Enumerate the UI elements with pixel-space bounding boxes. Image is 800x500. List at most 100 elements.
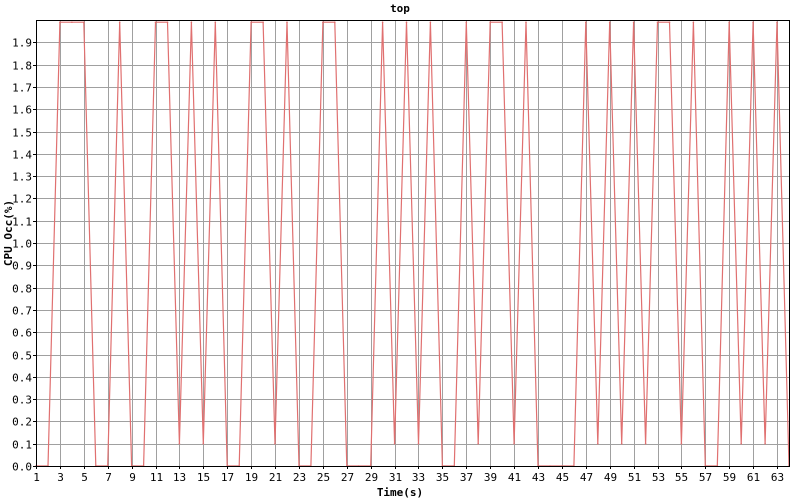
- x-tick-label: 27: [341, 471, 354, 484]
- x-tick-label: 57: [699, 471, 712, 484]
- data-point: [286, 21, 288, 24]
- data-point: [154, 21, 157, 24]
- data-point: [776, 21, 778, 24]
- x-tick-label: 11: [150, 471, 163, 484]
- grid-layer: [36, 20, 789, 466]
- data-point: [692, 21, 695, 24]
- x-tick-label: 35: [436, 471, 449, 484]
- data-point: [71, 21, 73, 24]
- y-axis: 0.0 0.1 0.2 0.3 0.4 0.5 0.6 0.7 0.8 0.9 1.0 1.1 1.2 1…: [12, 37, 36, 474]
- data-point: [740, 442, 742, 445]
- y-tick-label: 1.0: [12, 238, 32, 251]
- data-point: [262, 21, 264, 24]
- x-tick-label: 33: [412, 471, 425, 484]
- data-point: [597, 442, 599, 445]
- data-point: [274, 442, 276, 445]
- data-point: [322, 21, 324, 24]
- data-point: [680, 442, 683, 445]
- y-tick-label: 1.3: [12, 171, 32, 184]
- x-tick-label: 25: [317, 471, 330, 484]
- x-tick-label: 15: [197, 471, 210, 484]
- data-point: [489, 21, 492, 24]
- y-tick-label: 1.5: [12, 127, 32, 140]
- x-tick-label: 37: [460, 471, 473, 484]
- data-point: [202, 442, 205, 445]
- x-tick-label: 13: [173, 471, 186, 484]
- y-tick-label: 0.6: [12, 327, 32, 340]
- x-tick-label: 23: [293, 471, 306, 484]
- x-tick-label: 43: [532, 471, 545, 484]
- data-point: [632, 21, 635, 24]
- data-point: [250, 21, 252, 24]
- x-tick-label: 21: [269, 471, 282, 484]
- y-tick-label: 1.8: [12, 60, 32, 73]
- data-point: [166, 21, 169, 24]
- data-point: [608, 21, 611, 24]
- y-tick-label: 0.8: [12, 283, 32, 296]
- x-tick-label: 59: [723, 471, 736, 484]
- data-point: [118, 21, 121, 24]
- data-point: [501, 21, 503, 24]
- x-tick-label: 55: [675, 471, 688, 484]
- data-point: [393, 442, 396, 445]
- x-tick-label: 51: [628, 471, 641, 484]
- y-tick-label: 0.5: [12, 350, 32, 363]
- x-tick-label: 31: [389, 471, 402, 484]
- data-point: [477, 442, 480, 445]
- data-point: [178, 442, 181, 445]
- y-tick-label: 0.0: [12, 461, 32, 474]
- x-tick-label: 3: [57, 471, 64, 484]
- data-point: [59, 21, 61, 24]
- data-point: [752, 21, 754, 24]
- y-tick-label: 0.4: [12, 372, 32, 385]
- x-tick-label: 1: [33, 471, 40, 484]
- x-tick-label: 41: [508, 471, 521, 484]
- x-tick-label: 5: [81, 471, 88, 484]
- data-point: [668, 21, 671, 24]
- x-tick-label: 63: [771, 471, 784, 484]
- plot-frame: [36, 20, 790, 467]
- y-tick-label: 1.9: [12, 37, 32, 50]
- data-point: [83, 21, 85, 24]
- x-tick-label: 45: [556, 471, 569, 484]
- y-tick-label: 0.7: [12, 305, 32, 318]
- x-tick-label: 61: [747, 471, 760, 484]
- x-axis: 1 3 5 7 9 11 13 15 17 19 21 23 25 27 29 31 33 35 37 39 41 43 4…: [33, 466, 784, 484]
- data-point: [417, 442, 420, 445]
- x-axis-label: Time(s): [377, 486, 423, 499]
- data-point: [656, 21, 659, 24]
- data-point: [764, 442, 766, 445]
- x-tick-label: 53: [652, 471, 665, 484]
- data-point: [190, 21, 193, 24]
- x-tick-label: 39: [484, 471, 497, 484]
- x-tick-label: 17: [221, 471, 234, 484]
- data-point: [381, 21, 384, 24]
- data-point: [334, 21, 336, 24]
- x-tick-label: 29: [365, 471, 378, 484]
- y-tick-label: 1.6: [12, 104, 32, 117]
- y-tick-label: 0.9: [12, 260, 32, 273]
- y-tick-label: 0.2: [12, 416, 32, 429]
- data-point: [620, 442, 623, 445]
- y-tick-label: 1.1: [12, 216, 32, 229]
- x-tick-label: 49: [604, 471, 617, 484]
- data-point: [585, 21, 587, 24]
- data-point: [644, 442, 647, 445]
- y-axis-label: CPU Occ(%): [2, 200, 15, 266]
- x-tick-label: 47: [580, 471, 593, 484]
- data-point: [405, 21, 408, 24]
- y-tick-label: 0.1: [12, 439, 32, 452]
- data-point: [513, 442, 515, 445]
- x-tick-label: 19: [245, 471, 258, 484]
- y-tick-label: 1.2: [12, 193, 32, 206]
- y-tick-label: 1.7: [12, 82, 32, 95]
- data-point: [465, 21, 468, 24]
- data-point: [429, 21, 432, 24]
- chart-title: top: [390, 2, 410, 15]
- data-point: [214, 21, 217, 24]
- data-point: [728, 21, 730, 24]
- y-tick-label: 1.4: [12, 149, 32, 162]
- data-point: [525, 21, 527, 24]
- series-layer: [35, 21, 790, 467]
